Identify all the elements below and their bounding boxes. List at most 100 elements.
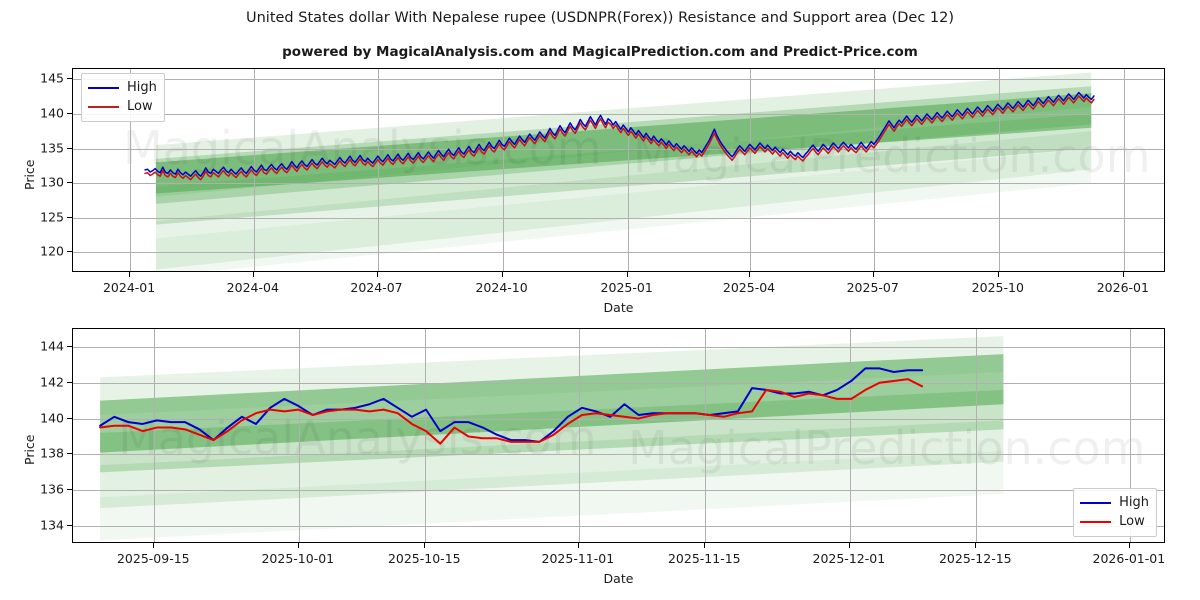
x-tick-mark xyxy=(626,272,628,277)
overview-series-layer xyxy=(144,91,1095,181)
gridline-horizontal xyxy=(73,217,1164,219)
y-tick-label: 135 xyxy=(40,140,64,156)
y-tick-mark xyxy=(67,381,72,383)
detail-chart-panel: MagicalAnalysis.comMagicalPrediction.com… xyxy=(72,328,1165,543)
legend-label-low-detail: Low xyxy=(1119,514,1145,529)
x-tick-mark xyxy=(376,272,378,277)
gridline-vertical xyxy=(705,329,707,542)
y-tick-label: 136 xyxy=(40,481,64,497)
detail-series-layer xyxy=(99,367,924,445)
y-tick-label: 142 xyxy=(40,374,64,390)
gridline-horizontal xyxy=(73,252,1164,254)
x-tick-label: 2025-11-15 xyxy=(667,551,741,566)
gridline-vertical xyxy=(1123,69,1125,271)
y-tick-label: 120 xyxy=(40,243,64,259)
y-tick-mark xyxy=(67,251,72,253)
gridline-vertical xyxy=(502,69,504,271)
x-tick-label: 2025-10 xyxy=(971,280,1024,295)
gridline-vertical xyxy=(1129,329,1131,542)
support-resistance-band xyxy=(155,93,1092,194)
x-tick-label: 2025-12-01 xyxy=(812,551,886,566)
gridline-vertical xyxy=(998,69,1000,271)
gridline-horizontal xyxy=(73,418,1164,420)
gridline-horizontal xyxy=(73,79,1164,81)
y-tick-label: 130 xyxy=(40,174,64,190)
gridline-horizontal xyxy=(73,382,1164,384)
x-tick-label: 2024-07 xyxy=(350,280,403,295)
series-line-low xyxy=(144,95,1095,181)
y-tick-mark xyxy=(67,216,72,218)
support-resistance-band xyxy=(100,420,1004,509)
y-tick-mark xyxy=(67,489,72,491)
y-tick-mark xyxy=(67,182,72,184)
x-tick-label: 2025-07 xyxy=(846,280,899,295)
legend-row-high: High xyxy=(88,78,157,97)
gridline-horizontal xyxy=(73,346,1164,348)
x-tick-mark xyxy=(501,272,503,277)
gridline-horizontal xyxy=(73,526,1164,528)
gridline-vertical xyxy=(130,69,132,271)
y-tick-label: 144 xyxy=(40,338,64,354)
x-tick-label: 2024-10 xyxy=(475,280,528,295)
y-tick-label: 140 xyxy=(40,410,64,426)
detail-legend: High Low xyxy=(1073,488,1157,537)
y-tick-label: 140 xyxy=(40,105,64,121)
band-svg xyxy=(100,336,1004,541)
page-subtitle: powered by MagicalAnalysis.com and Magic… xyxy=(282,44,918,60)
y-tick-mark xyxy=(67,417,72,419)
gridline-horizontal xyxy=(73,183,1164,185)
support-resistance-band xyxy=(100,450,1004,541)
x-tick-mark xyxy=(297,543,299,548)
detail-ylabel: Price xyxy=(22,434,37,466)
x-tick-label: 2024-01 xyxy=(102,280,156,295)
legend-row-low: Low xyxy=(88,97,157,116)
detail-xlabel: Date xyxy=(603,571,634,586)
gridline-horizontal xyxy=(73,113,1164,115)
y-tick-mark xyxy=(67,345,72,347)
support-resistance-band xyxy=(155,148,1092,271)
legend-swatch-high-detail xyxy=(1080,501,1112,504)
gridline-vertical xyxy=(750,69,751,271)
x-tick-label: 2025-11-01 xyxy=(541,551,615,566)
gridline-vertical xyxy=(154,329,156,542)
y-tick-mark xyxy=(67,147,72,149)
overview-legend: High Low xyxy=(81,73,165,122)
legend-swatch-high xyxy=(88,86,119,89)
legend-row-low-detail: Low xyxy=(1080,512,1149,531)
x-tick-mark xyxy=(153,543,155,548)
gridline-vertical xyxy=(298,329,300,542)
gridline-vertical xyxy=(425,329,427,542)
gridline-vertical xyxy=(578,329,580,542)
legend-swatch-low-detail xyxy=(1080,520,1112,523)
overview-ylabel: Price xyxy=(22,159,37,191)
series-line-high xyxy=(99,367,924,443)
y-tick-mark xyxy=(67,78,72,80)
x-tick-mark xyxy=(749,272,750,277)
page-title: United States dollar With Nepalese rupee… xyxy=(245,10,955,26)
legend-swatch-low xyxy=(88,105,119,108)
gridline-vertical xyxy=(627,69,629,271)
y-tick-label: 134 xyxy=(40,517,64,533)
series-line-high xyxy=(144,91,1095,177)
overview-xlabel: Date xyxy=(603,300,634,315)
support-resistance-band xyxy=(155,131,1092,270)
x-tick-mark xyxy=(129,272,131,277)
gridline-vertical xyxy=(849,329,851,542)
gridline-vertical xyxy=(377,69,379,271)
gridline-horizontal xyxy=(73,148,1164,150)
y-tick-mark xyxy=(67,453,72,455)
y-tick-mark xyxy=(67,525,72,527)
x-tick-label: 2024-04 xyxy=(226,280,279,295)
support-resistance-band xyxy=(100,389,1004,473)
y-tick-label: 125 xyxy=(40,209,64,225)
x-tick-mark xyxy=(577,543,579,548)
x-tick-label: 2025-09-15 xyxy=(116,551,190,566)
x-tick-label: 2026-01-01 xyxy=(1092,551,1166,566)
x-tick-mark xyxy=(424,543,426,548)
support-resistance-band xyxy=(100,354,1004,453)
legend-label-low: Low xyxy=(127,99,153,114)
gridline-horizontal xyxy=(73,490,1164,492)
